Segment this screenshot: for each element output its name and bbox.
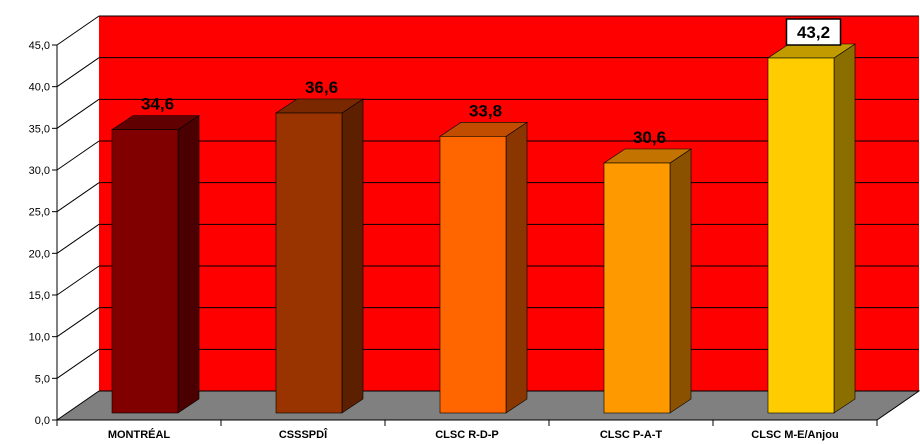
gridline-side: [56, 182, 100, 213]
data-label: 43,2: [797, 23, 830, 42]
gridline-side: [56, 223, 100, 254]
data-label: 36,6: [305, 78, 338, 97]
bar-front: [439, 136, 507, 414]
gridline-side: [56, 307, 100, 338]
y-tick-labels: 0,0 5,0 10,0 15,0 20,0 25,0 30,0 35,0 40,0 45,0: [29, 40, 50, 427]
data-label: 34,6: [141, 95, 174, 114]
gridline-side: [56, 57, 100, 88]
gridline-side: [56, 98, 100, 129]
gridline-side: [56, 265, 100, 296]
y-tick-label: 15,0: [29, 290, 50, 302]
bar: [275, 98, 364, 414]
bar-front: [767, 57, 835, 414]
data-label-box: [785, 18, 842, 46]
gridline-side: [56, 348, 100, 379]
bar: [439, 121, 528, 414]
bar-side: [341, 98, 364, 414]
bar: [603, 148, 692, 414]
x-tick-label: CSSSPDÎ: [279, 428, 328, 441]
data-label: 30,6: [633, 128, 666, 147]
bar-side: [669, 148, 692, 414]
y-tick-label: 25,0: [29, 207, 50, 219]
bar-side: [177, 115, 200, 414]
gridline-side: [56, 15, 100, 46]
bar-front: [275, 112, 343, 414]
y-tick-label: 30,0: [29, 165, 50, 177]
y-tick-label: 40,0: [29, 82, 50, 94]
y-tick-label: 10,0: [29, 332, 50, 344]
x-tick-label: MONTRÉAL: [108, 428, 171, 441]
bar-side: [833, 43, 856, 414]
bar-front: [111, 129, 179, 414]
x-tick-label: CLSC P-A-T: [600, 429, 663, 441]
x-tick-label: CLSC R-D-P: [435, 429, 499, 441]
gridline-side: [56, 140, 100, 171]
data-labels: 34,6 36,6 33,8 30,6 43,2: [141, 18, 842, 147]
x-tick-label: CLSC M-E/Anjou: [751, 429, 838, 441]
bar-front: [603, 162, 671, 414]
bar: [767, 43, 856, 414]
y-tick-label: 35,0: [29, 123, 50, 135]
y-tick-label: 0,0: [35, 415, 50, 427]
y-axis: [52, 44, 878, 426]
bar-side: [505, 121, 528, 414]
bars: [111, 43, 856, 414]
category-labels: MONTRÉAL CSSSPDÎ CLSC R-D-P CLSC P-A-T CLSC …: [108, 428, 839, 441]
bar: [111, 115, 200, 414]
y-tick-label: 5,0: [35, 373, 50, 385]
y-tick-label: 20,0: [29, 248, 50, 260]
y-tick-label: 45,0: [29, 40, 50, 52]
data-label: 33,8: [469, 101, 502, 120]
